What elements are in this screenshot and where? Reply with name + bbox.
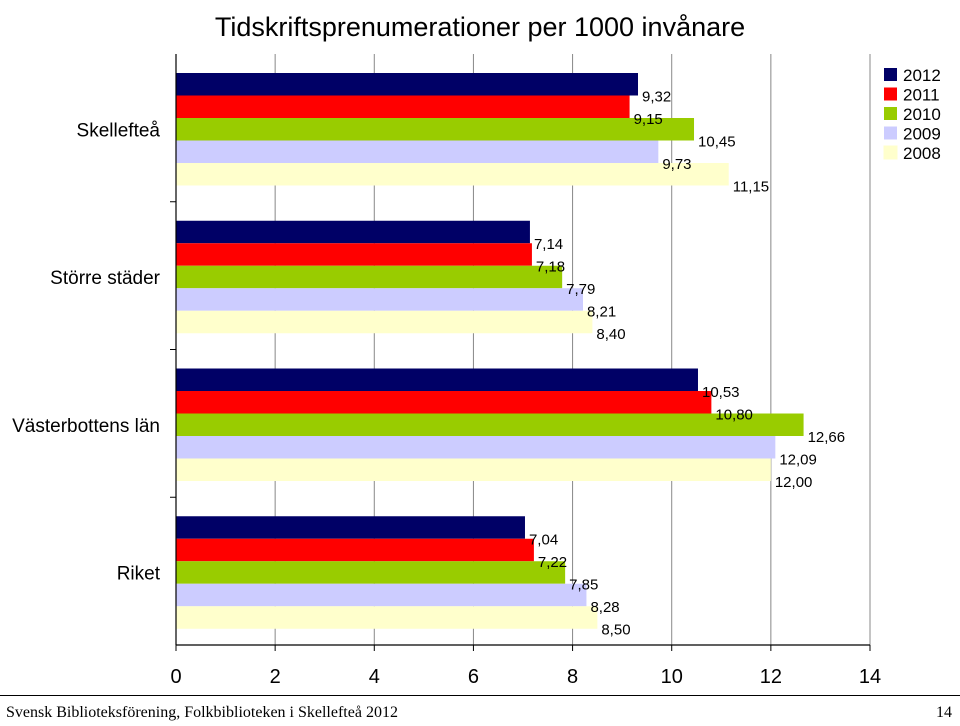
bar-2010-3 <box>176 413 804 436</box>
legend-swatch-2009 <box>884 126 897 140</box>
category-label-4: Riket <box>117 564 161 585</box>
data-label-2009-1: 9,73 <box>662 156 691 173</box>
chart-title: Tidskriftsprenumerationer per 1000 invån… <box>214 12 746 42</box>
data-label-2011-1: 9,15 <box>634 111 663 128</box>
legend-label-2012: 2012 <box>903 66 941 85</box>
legend-swatch-2012 <box>884 68 897 81</box>
x-tick-label-6: 6 <box>468 666 479 688</box>
legend-swatch-2010 <box>884 107 897 120</box>
x-tick-label-2: 2 <box>270 666 281 688</box>
category-label-1: Skellefteå <box>77 120 161 141</box>
bar-2008-4 <box>176 606 598 629</box>
legend-label-2010: 2010 <box>903 105 941 124</box>
bar-2009-2 <box>176 288 583 311</box>
bar-2011-1 <box>176 95 630 118</box>
data-label-2010-1: 10,45 <box>698 133 736 150</box>
data-label-2009-3: 12,09 <box>779 451 817 468</box>
data-label-2010-3: 12,66 <box>808 429 846 446</box>
data-label-2011-2: 7,18 <box>536 259 565 276</box>
bar-2009-1 <box>176 140 659 163</box>
data-label-2008-2: 8,40 <box>596 326 625 343</box>
bar-2008-3 <box>176 458 771 481</box>
bar-2012-1 <box>176 73 639 96</box>
x-tick-label-12: 12 <box>760 666 782 688</box>
category-label-2: Större städer <box>50 268 160 289</box>
legend-label-2008: 2008 <box>903 144 941 163</box>
bar-2012-2 <box>176 220 530 244</box>
category-label-3: Västerbottens län <box>12 416 160 437</box>
data-label-2010-4: 7,85 <box>569 577 598 594</box>
data-label-2012-3: 10,53 <box>702 384 740 401</box>
data-label-2009-4: 8,28 <box>590 599 619 616</box>
data-label-2008-4: 8,50 <box>601 622 630 639</box>
bar-2012-4 <box>176 516 525 539</box>
data-label-2012-2: 7,14 <box>534 236 563 253</box>
bar-2011-3 <box>176 391 712 414</box>
legend-label-2011: 2011 <box>903 86 940 105</box>
data-label-2012-1: 9,32 <box>642 88 671 105</box>
chart-value-labels: 9,32 9,15 10,45 9,73 11,15 7,14 7,187,79 8,21 8,… <box>529 88 845 638</box>
chart-bars <box>176 73 804 629</box>
x-tick-label-4: 4 <box>369 666 380 688</box>
x-tick-label-8: 8 <box>567 666 578 688</box>
bar-2009-3 <box>176 436 776 459</box>
legend-label-2009: 2009 <box>903 125 941 144</box>
footer-source: Svensk Biblioteksförening, Folkbibliotek… <box>6 704 398 721</box>
chart-axes <box>170 54 871 651</box>
bar-2009-4 <box>176 583 587 607</box>
data-label-2011-4: 7,22 <box>538 554 567 571</box>
bar-chart: 9,32 9,15 10,45 9,73 11,15 7,14 7,187,79 8,21 8,… <box>12 54 941 688</box>
bar-2011-2 <box>176 243 532 266</box>
chart-tick-labels: 0 2 4 6 8 10 12 14 <box>170 666 881 688</box>
bar-2012-3 <box>176 368 698 391</box>
data-label-2010-2: 7,79 <box>566 281 595 298</box>
bar-2011-4 <box>176 538 534 562</box>
data-label-2012-4: 7,04 <box>529 532 558 549</box>
data-label-2008-3: 12,00 <box>775 474 813 491</box>
legend-swatch-2011 <box>884 87 897 101</box>
data-label-2011-3: 10,80 <box>715 406 753 423</box>
x-tick-label-14: 14 <box>859 666 881 688</box>
data-label-2009-2: 8,21 <box>587 304 616 321</box>
bar-2010-1 <box>176 118 695 141</box>
page-number: 14 <box>936 704 952 721</box>
legend-swatch-2008 <box>883 145 898 160</box>
x-tick-label-10: 10 <box>661 666 683 688</box>
x-tick-label-0: 0 <box>170 666 181 688</box>
bar-2008-1 <box>176 163 729 186</box>
footer: Svensk Biblioteksförening, Folkbibliotek… <box>0 695 960 726</box>
data-label-2008-1: 11,15 <box>733 178 769 195</box>
bar-2008-2 <box>176 310 593 334</box>
bar-2010-4 <box>176 561 566 584</box>
chart-category-labels: Skellefteå Större städer Västerbottens län… <box>12 120 161 584</box>
bar-2010-2 <box>176 265 563 289</box>
